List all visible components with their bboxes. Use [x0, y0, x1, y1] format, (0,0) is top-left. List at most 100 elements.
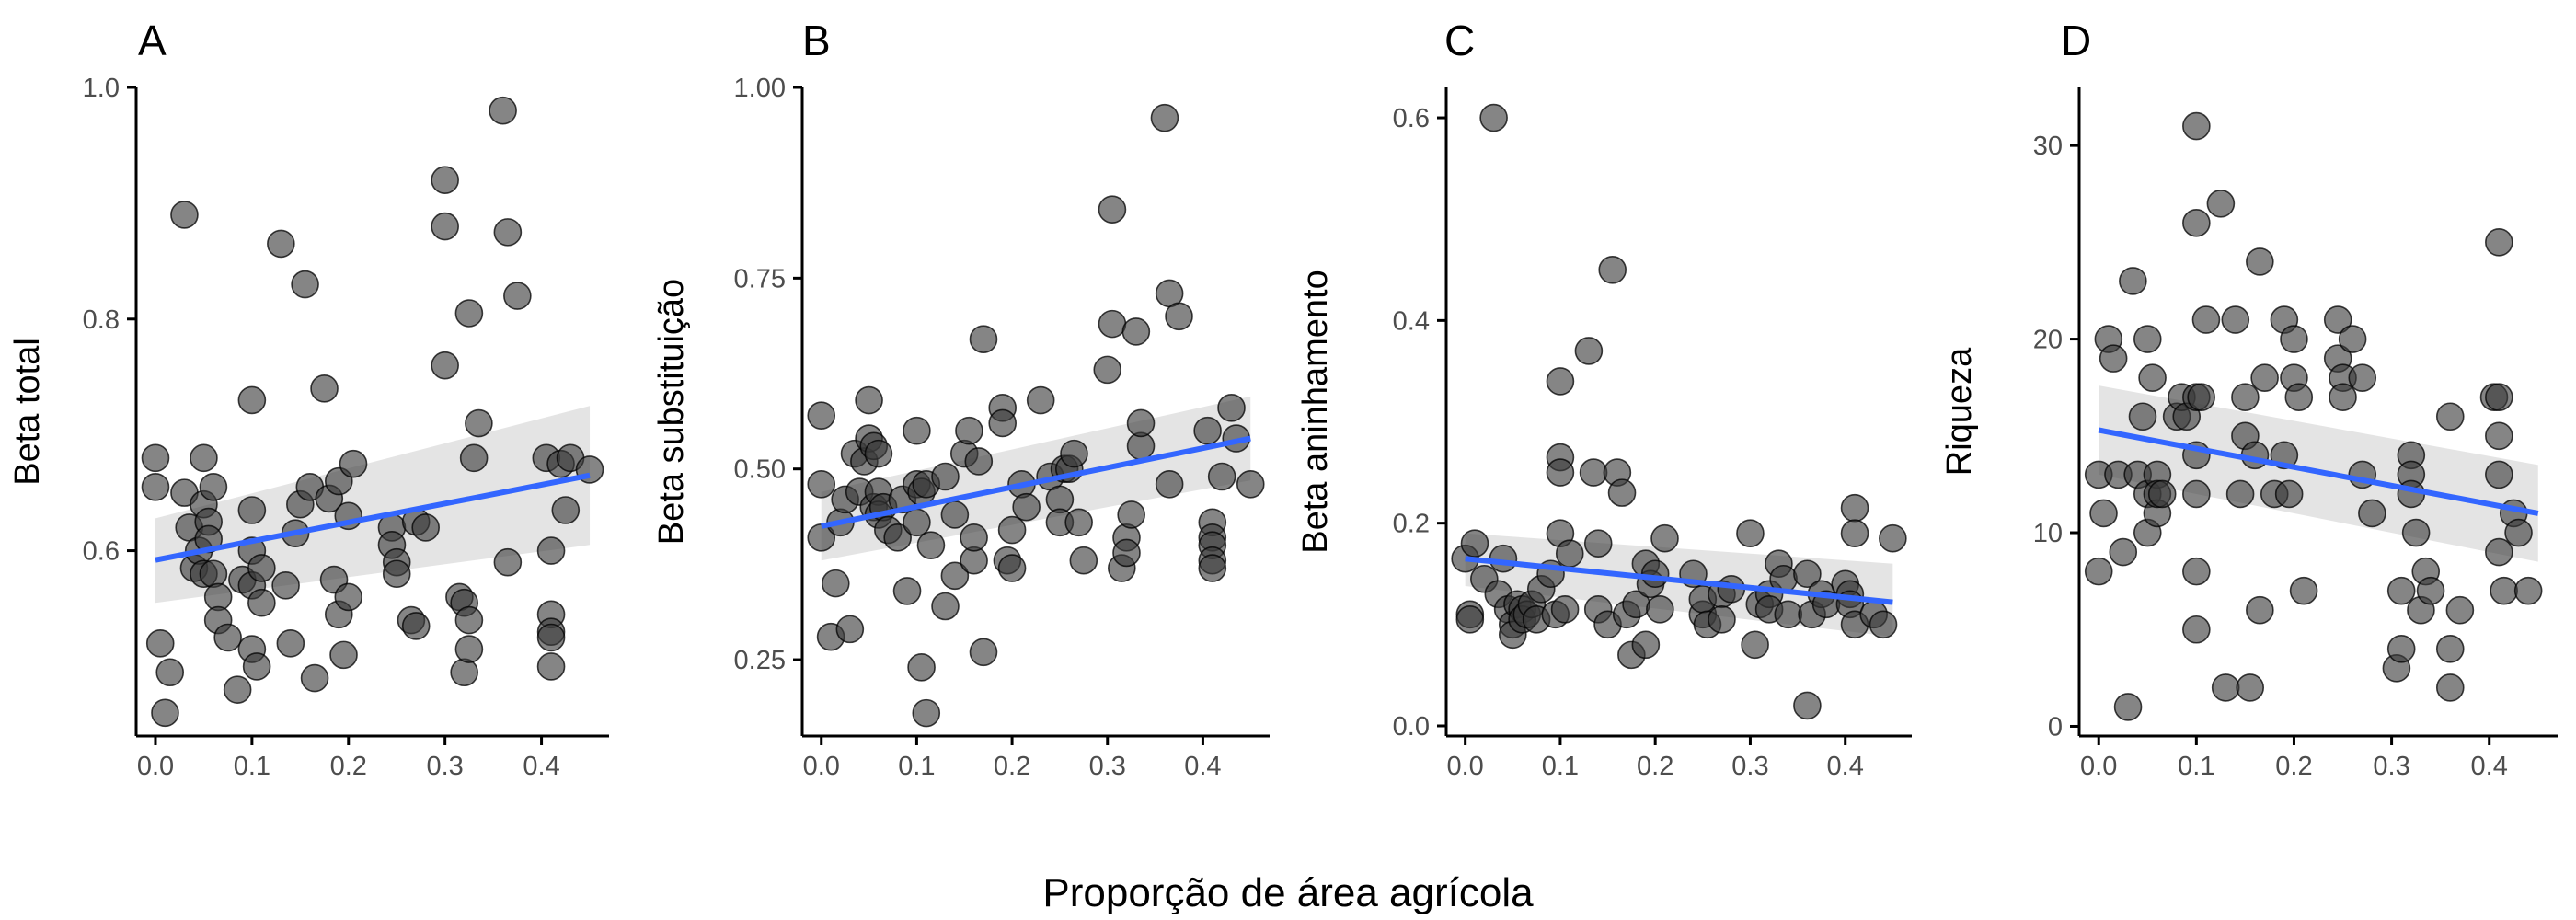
data-point	[199, 559, 228, 589]
data-point	[2485, 460, 2513, 489]
data-point	[2485, 421, 2513, 451]
data-point	[1069, 546, 1098, 575]
data-point	[1098, 309, 1127, 339]
x-tick-label-b: 0.3	[1089, 752, 1126, 781]
data-point	[454, 605, 484, 635]
data-point	[2182, 557, 2211, 586]
x-tick-label-d: 0.1	[2178, 752, 2214, 781]
data-point	[864, 439, 893, 468]
data-point	[431, 212, 459, 241]
data-point	[170, 201, 199, 229]
data-point	[960, 523, 988, 552]
data-point	[1064, 508, 1093, 537]
x-tick-label-b: 0.2	[994, 752, 1030, 781]
data-point	[247, 588, 276, 617]
data-point	[1840, 519, 1869, 547]
data-point	[454, 299, 484, 328]
data-point	[329, 640, 358, 670]
data-point	[1793, 559, 1822, 589]
data-point	[2182, 615, 2211, 644]
y-tick-label-c: 0.0	[1393, 712, 1430, 742]
data-point	[2211, 673, 2240, 702]
x-tick-label-c: 0.0	[1446, 752, 1483, 781]
data-point	[955, 416, 983, 445]
data-point	[450, 658, 478, 687]
data-point	[940, 561, 970, 591]
data-point	[1550, 595, 1580, 624]
data-point	[2182, 479, 2211, 509]
data-point	[401, 612, 431, 640]
panel-tag-b: B	[802, 17, 831, 64]
data-point	[2401, 518, 2431, 547]
data-point	[1650, 523, 1679, 553]
data-point	[969, 638, 998, 667]
points-d	[2084, 111, 2543, 721]
data-point	[2191, 305, 2221, 334]
data-point	[2236, 673, 2265, 702]
data-point	[1165, 302, 1193, 331]
data-point	[2274, 479, 2304, 509]
data-point	[1198, 554, 1227, 582]
data-point	[1117, 500, 1145, 529]
data-point	[1583, 529, 1613, 558]
data-point	[1455, 605, 1485, 634]
y-tick-label-d: 30	[2033, 132, 2063, 161]
data-point	[1879, 523, 1907, 553]
data-point	[431, 166, 459, 195]
data-point	[2187, 383, 2215, 412]
data-point	[2206, 189, 2236, 218]
data-point	[807, 401, 836, 430]
data-point	[2138, 363, 2167, 392]
panels-layer: A Beta total 0.6 0.8 1.0 0.0 0.1 0.2 0.3 0.4 B Beta…	[8, 17, 2558, 781]
data-point	[1646, 595, 1674, 624]
data-point	[213, 623, 242, 652]
data-point	[155, 658, 185, 687]
x-tick-label-c: 0.1	[1542, 752, 1579, 781]
data-point	[1708, 605, 1736, 634]
shared-x-axis-title: Proporção de área agrícola	[1042, 870, 1534, 915]
data-point	[536, 623, 566, 652]
data-point	[493, 547, 523, 577]
data-point	[1579, 458, 1608, 487]
data-point	[2485, 537, 2513, 567]
data-point	[1741, 630, 1769, 660]
x-tick-label-d: 0.4	[2471, 752, 2508, 781]
trend-line-d	[2098, 427, 2539, 516]
data-point	[2435, 634, 2465, 663]
data-point	[2246, 595, 2274, 625]
data-point	[141, 473, 170, 501]
x-tick-label-c: 0.2	[1637, 752, 1673, 781]
data-point	[2397, 479, 2426, 509]
x-tick-label-c: 0.3	[1731, 752, 1768, 781]
data-point	[465, 408, 493, 438]
data-point	[2284, 383, 2314, 412]
data-point	[2225, 479, 2255, 509]
data-point	[2128, 402, 2157, 431]
data-point	[2133, 325, 2162, 353]
data-point	[1121, 317, 1151, 346]
panel-d: D Riqueza 0 10 20 30 0.0 0.1 0.2 0.3 0.4	[1940, 17, 2558, 781]
data-point	[382, 559, 411, 589]
data-point	[2221, 305, 2250, 334]
data-point	[2084, 557, 2113, 586]
x-tick-label-d: 0.2	[2275, 752, 2312, 781]
y-tick-label-d: 0	[2048, 712, 2063, 742]
data-point	[551, 496, 581, 524]
data-point	[2231, 383, 2260, 412]
x-tick-label-a: 0.0	[137, 752, 174, 781]
data-point	[141, 443, 170, 473]
data-point	[237, 496, 267, 524]
data-point	[2338, 325, 2367, 353]
data-point	[459, 443, 489, 473]
data-point	[1098, 195, 1127, 224]
trend-line-b	[821, 435, 1251, 529]
y-tick-label-b: 0.50	[734, 455, 786, 485]
data-point	[1774, 600, 1803, 629]
x-tick-label-b: 0.0	[803, 752, 840, 781]
data-point	[1093, 355, 1122, 385]
data-point	[2250, 363, 2279, 392]
x-tick-label-a: 0.1	[234, 752, 270, 781]
data-point	[2435, 673, 2465, 702]
data-point	[536, 536, 566, 565]
